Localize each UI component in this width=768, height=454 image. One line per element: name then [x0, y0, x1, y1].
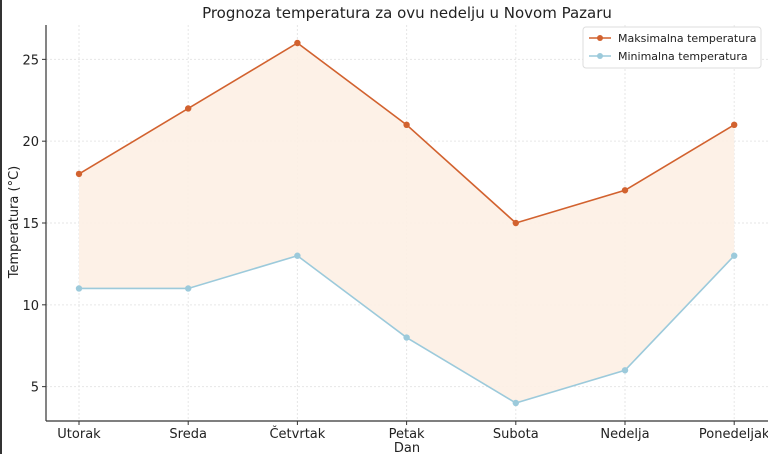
y-tick-label: 5 — [31, 381, 39, 396]
y-tick-label: 25 — [22, 53, 39, 68]
x-tick-label: Četvrtak — [269, 426, 325, 442]
x-tick-label: Nedelja — [600, 427, 649, 442]
max-temp-point — [621, 187, 629, 194]
y-axis-label: Temperatura (°C) — [7, 166, 22, 279]
min-temp-point — [75, 285, 83, 292]
x-tick-label: Petak — [389, 427, 425, 442]
legend: Maksimalna temperatura Minimalna tempera… — [582, 26, 762, 69]
x-tick-label: Subota — [493, 427, 539, 442]
max-temp-point — [512, 219, 519, 227]
min-temp-point — [403, 334, 410, 341]
x-tick-label: Ponedeljak — [699, 427, 768, 442]
min-temp-point — [185, 285, 192, 292]
x-axis-label: Dan — [394, 441, 420, 454]
min-temp-point — [294, 252, 301, 259]
temperature-range-fill — [79, 43, 735, 403]
min-temp-point — [512, 399, 519, 407]
chart-title: Prognoza temperatura za ovu nedelju u No… — [202, 4, 612, 22]
max-temp-point — [75, 170, 83, 178]
y-tick-label: 20 — [22, 135, 39, 150]
x-tick-label: Sreda — [169, 427, 207, 442]
y-tick-label: 10 — [22, 299, 39, 314]
max-temp-point — [294, 39, 301, 47]
legend-min-label: Minimalna temperatura — [618, 50, 748, 63]
legend-max-label: Maksimalna temperatura — [618, 32, 756, 45]
max-temp-point — [185, 105, 192, 112]
max-temp-point — [403, 121, 410, 129]
window-edge — [0, 0, 2, 454]
x-tick-label: Utorak — [57, 427, 101, 442]
min-temp-point — [621, 367, 629, 374]
min-temp-point — [731, 252, 738, 259]
max-temp-point — [731, 121, 738, 129]
y-tick-label: 15 — [22, 217, 39, 232]
